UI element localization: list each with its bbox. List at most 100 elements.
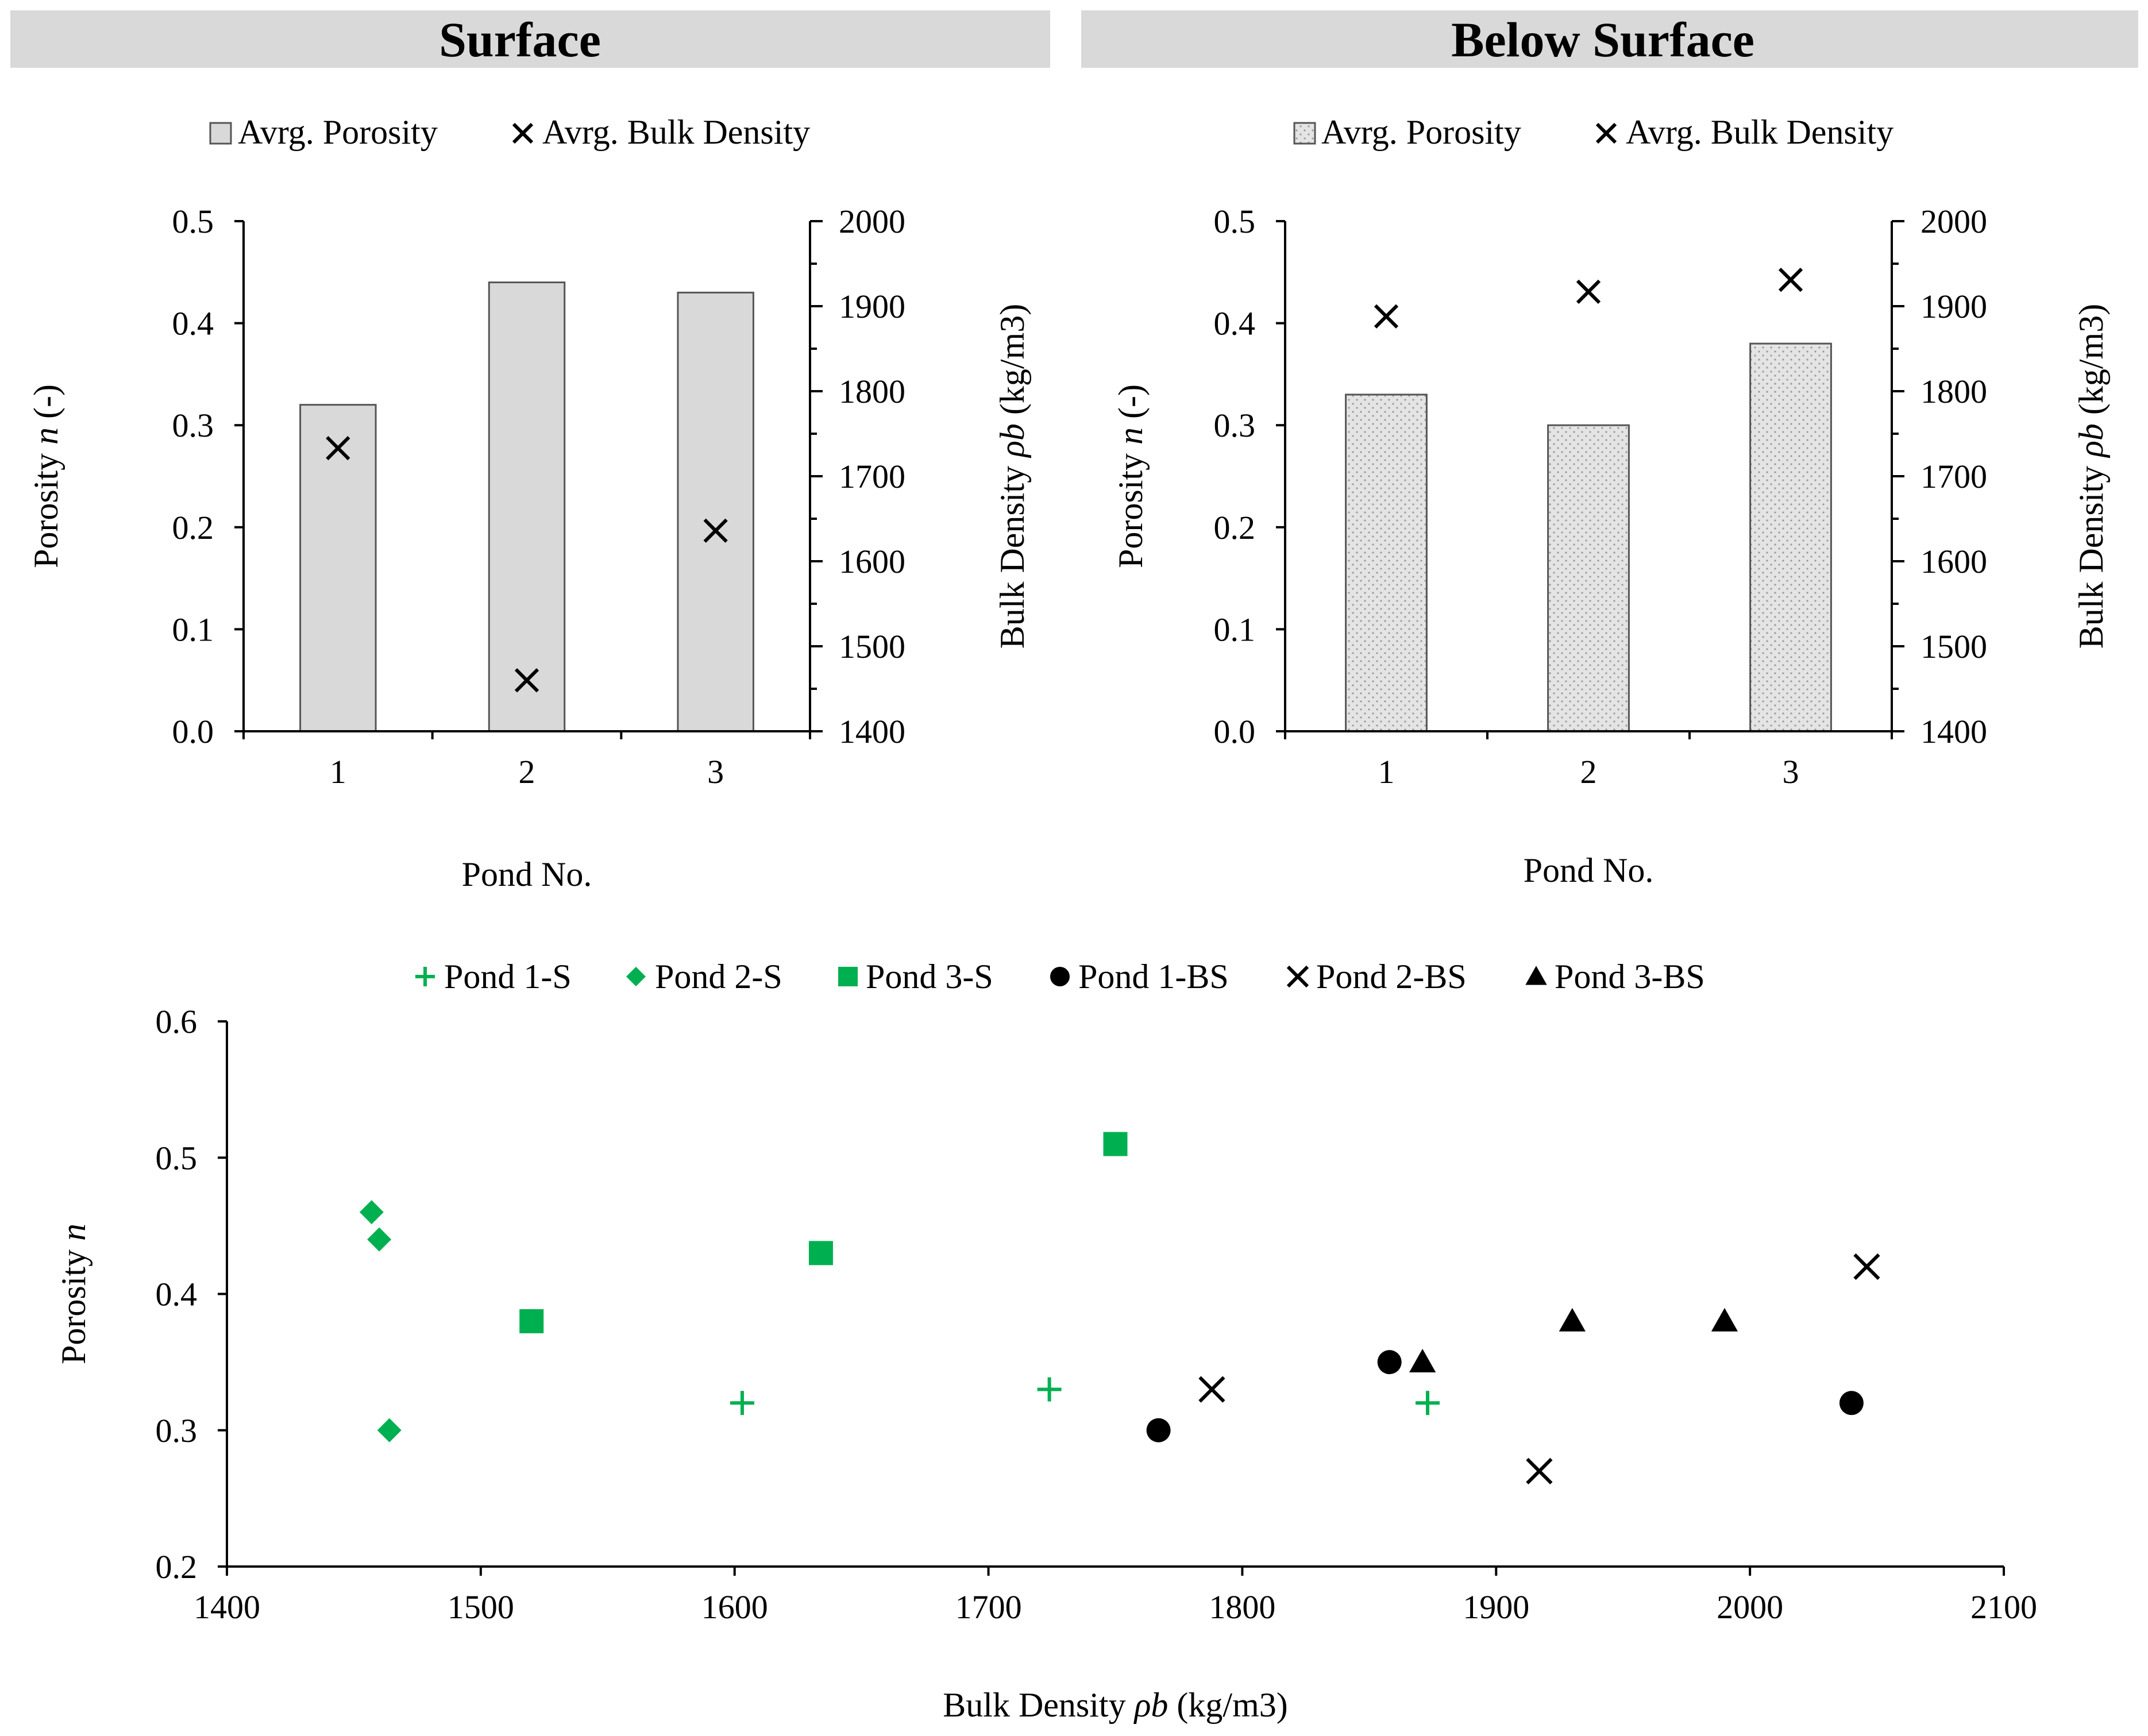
below-x-tick-label-2: 2: [1580, 753, 1597, 790]
below-chart: 1 2 3 0.0 0.1 0.2 0.3 0.4 0.5 1400 1500 1600 1700 180…: [1112, 203, 2110, 889]
surface-x-tick-label-2: 2: [519, 753, 535, 790]
scatter-point-pond-1-bs-2: [1377, 1350, 1402, 1375]
below-density-marker-2-b: [1576, 279, 1601, 304]
scatter-chart: 0.2 0.3 0.4 0.5 0.6 1400 1500 1600 1700 1800 1900 2…: [55, 1003, 2037, 1724]
surface-density-marker-3: [703, 518, 728, 543]
surface-y-tick-label-1: 0.1: [172, 611, 214, 648]
surface-y2-tick-label-1: 1500: [839, 628, 905, 665]
below-legend-density-x-icon: [1595, 122, 1617, 144]
scatter-x-tick-label-4: 1800: [1209, 1588, 1275, 1626]
below-density-marker-3-b: [1778, 267, 1803, 292]
below-bar-1: [1345, 394, 1428, 732]
scatter-legend-pond-3-s-label: Pond 3-S: [866, 958, 993, 996]
scatter-point-pond-2-s-3: [377, 1418, 402, 1442]
below-y2-tick-label-5: 1900: [1921, 288, 1987, 325]
scatter-legend-pond-3-bs-label: Pond 3-BS: [1555, 958, 1705, 996]
surface-legend: Avrg. Porosity Avrg. Bulk Density: [209, 113, 810, 151]
surface-density-marker-1: [326, 436, 350, 461]
scatter-point-pond-2-bs-1-b: [1198, 1376, 1225, 1403]
surface-y-tick-label-4: 0.4: [172, 305, 214, 342]
surface-y2-tick-label-5: 1900: [839, 288, 905, 325]
surface-bar-1: [299, 404, 377, 732]
surface-density-marker-3-b: [703, 518, 728, 543]
scatter-x-tick-label-1: 1500: [448, 1588, 514, 1626]
scatter-x-tick-label-5: 1900: [1463, 1588, 1529, 1626]
surface-x-tick-label-3: 3: [707, 753, 724, 790]
scatter-point-pond-3-bs-1: [1409, 1349, 1436, 1372]
scatter-y-tick-label-3: 0.5: [156, 1139, 198, 1176]
scatter-y-tick-label-1: 0.3: [156, 1412, 198, 1449]
scatter-point-pond-2-bs-3-b: [1853, 1253, 1880, 1280]
below-y-axis-label: Porosity n (-): [1112, 384, 1150, 568]
surface-y-tick-label-5: 0.5: [172, 203, 214, 240]
surface-x-axis-label: Pond No.: [462, 855, 592, 893]
scatter-point-pond-2-bs-3: [1853, 1253, 1880, 1280]
below-y2-tick-label-4: 1800: [1921, 373, 1987, 410]
below-x-tick-label-3: 3: [1783, 753, 1799, 790]
surface-y-tick-label-0: 0.0: [172, 713, 214, 750]
below-density-marker-1-b: [1374, 304, 1399, 329]
surface-y-tick-label-2: 0.2: [172, 509, 214, 546]
scatter-x-tick-label-3: 1700: [955, 1588, 1022, 1626]
surface-legend-density-label: Avrg. Bulk Density: [542, 113, 810, 151]
below-y-tick-label-0: 0.0: [1214, 713, 1256, 750]
below-y-tick-label-3: 0.3: [1214, 407, 1256, 444]
scatter-x-tick-label-0: 1400: [194, 1588, 260, 1626]
scatter-x-axis-label: Bulk Density ρb (kg/m3): [943, 1686, 1287, 1724]
scatter-point-pond-2-bs-2-b: [1526, 1457, 1553, 1485]
scatter-legend-pond-1-s-icon: [415, 967, 435, 986]
below-y-tick-label-4: 0.4: [1214, 305, 1256, 342]
below-legend: Avrg. Porosity Avrg. Bulk Density: [1293, 113, 1894, 151]
scatter-y-axis-label: Porosity n: [55, 1224, 92, 1364]
below-y2-tick-label-3: 1700: [1921, 458, 1987, 495]
scatter-x-tick-label-6: 2000: [1717, 1588, 1783, 1626]
scatter-legend-pond-1-bs-icon: [1050, 967, 1070, 986]
scatter-point-pond-1-bs-1: [1146, 1418, 1171, 1442]
below-bar-3: [1749, 342, 1832, 732]
below-legend-porosity-label: Avrg. Porosity: [1321, 113, 1521, 151]
scatter-point-pond-2-s-1: [359, 1200, 384, 1225]
scatter-point-pond-3-s-2: [808, 1241, 833, 1266]
scatter-legend-pond-3-s-icon: [838, 967, 858, 986]
surface-y-tick-label-3: 0.3: [172, 407, 214, 444]
surface-y2-tick-label-0: 1400: [839, 713, 905, 750]
below-y2-tick-label-6: 2000: [1921, 203, 1987, 240]
surface-density-marker-1-b: [326, 436, 350, 461]
below-y-tick-label-5: 0.5: [1214, 203, 1256, 240]
scatter-point-pond-1-s-3: [1415, 1391, 1440, 1415]
surface-legend-density-x-icon: [512, 122, 534, 144]
surface-y-axis-label: Porosity n (-): [27, 384, 65, 568]
below-density-marker-3: [1778, 267, 1803, 292]
scatter-y-tick-label-2: 0.4: [156, 1276, 198, 1313]
scatter-legend-pond-2-bs-label: Pond 2-BS: [1316, 958, 1467, 996]
below-legend-porosity-swatch: [1293, 122, 1316, 145]
below-y2-axis-label: Bulk Density ρb (kg/m3): [2072, 304, 2110, 649]
surface-bar-3: [677, 291, 754, 732]
surface-legend-porosity-label: Avrg. Porosity: [238, 113, 438, 151]
scatter-y-tick-label-4: 0.6: [156, 1003, 198, 1040]
surface-chart: 1 2 3 0.0 0.1 0.2 0.3 0.4 0.5 1400 1500 1600 1700 180…: [27, 203, 1031, 893]
scatter-point-pond-3-s-3: [1103, 1132, 1128, 1156]
scatter-point-pond-3-bs-2: [1559, 1307, 1586, 1332]
below-density-marker-1: [1374, 304, 1399, 329]
surface-x-tick-label-1: 1: [330, 753, 346, 790]
surface-y2-tick-label-4: 1800: [839, 373, 905, 410]
scatter-point-pond-2-bs-2: [1526, 1457, 1553, 1485]
below-x-axis-label: Pond No.: [1524, 851, 1654, 889]
below-density-marker-2: [1576, 279, 1601, 304]
scatter-point-pond-3-s-1: [519, 1309, 544, 1333]
scatter-legend-pond-1-s-label: Pond 1-S: [444, 958, 572, 996]
surface-density-marker-2: [514, 668, 539, 693]
scatter-point-pond-2-bs-1: [1198, 1376, 1225, 1403]
scatter-point-pond-1-s-1: [730, 1391, 754, 1415]
below-y2-tick-label-1: 1500: [1921, 628, 1987, 665]
scatter-legend-pond-1-bs-label: Pond 1-BS: [1078, 958, 1229, 996]
surface-y2-tick-label-6: 2000: [839, 203, 905, 240]
scatter-x-tick-label-7: 2100: [1970, 1588, 2037, 1626]
scatter-legend: Pond 1-S Pond 2-S Pond 3-S Pond 1-BS Pond 2-…: [415, 958, 1705, 996]
surface-title: Surface: [439, 12, 601, 67]
below-legend-density-label: Avrg. Bulk Density: [1626, 113, 1894, 151]
below-y2-tick-label-0: 1400: [1921, 713, 1987, 750]
scatter-point-pond-3-bs-3: [1711, 1307, 1738, 1332]
scatter-x-tick-label-2: 1600: [701, 1588, 768, 1626]
